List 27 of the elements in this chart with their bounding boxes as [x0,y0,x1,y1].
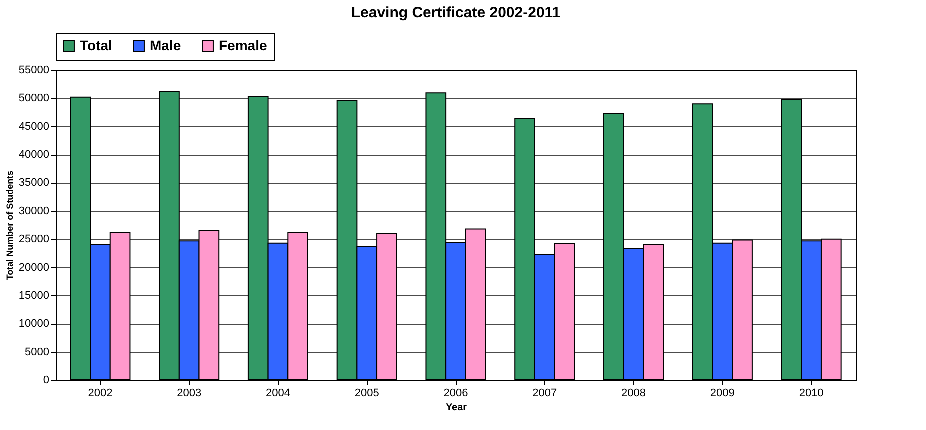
y-tick-label: 30000 [18,205,50,218]
chart-title: Leaving Certificate 2002-2011 [351,4,561,22]
y-axis-title: Total Number of Students [4,170,15,280]
x-tick-label: 2002 [88,388,113,400]
y-tick-label: 15000 [18,290,50,302]
y-tick-label: 40000 [18,149,50,162]
y-tick-label: 50000 [18,92,50,105]
x-tick-label: 2007 [532,388,558,400]
legend-label: Total [80,37,112,54]
x-tick-label: 2005 [354,388,380,400]
y-tick-label: 45000 [18,120,50,133]
y-tick-label: 35000 [18,177,50,190]
legend-label: Male [150,37,182,54]
x-tick-label: 2008 [622,388,646,400]
y-tick-label: 20000 [18,262,50,274]
x-tick-label: 2009 [710,388,735,400]
x-tick-label: 2010 [799,388,824,400]
legend-label: Female [219,37,268,54]
y-tick-label: 5000 [25,346,50,358]
x-tick-label: 2006 [444,388,468,400]
x-tick-label: 2004 [266,388,290,400]
x-tick-label: 2003 [177,388,202,400]
y-tick-label: 10000 [18,318,50,330]
y-tick-label: 0 [43,374,50,386]
y-tick-label: 25000 [18,234,50,246]
x-axis-title: Year [446,402,468,414]
y-tick-label: 55000 [18,64,50,76]
